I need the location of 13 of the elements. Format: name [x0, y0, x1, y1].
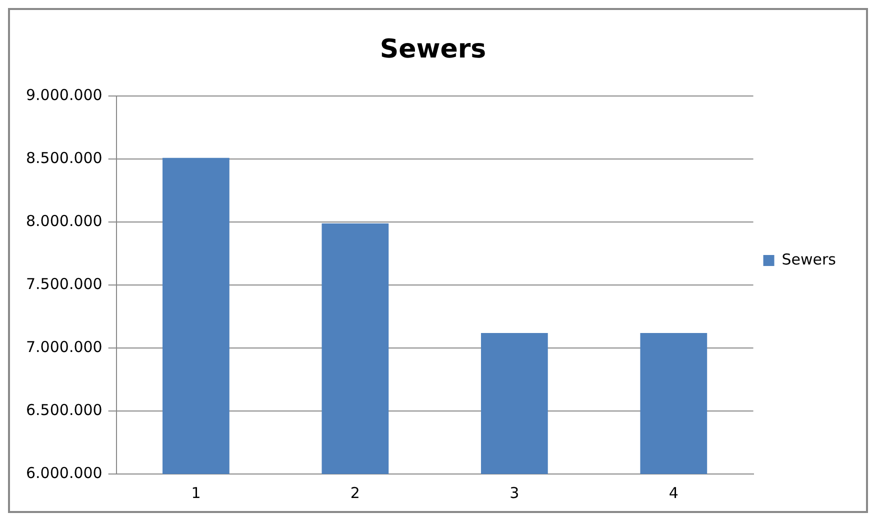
y-tick-label: 7.500.000: [26, 274, 102, 293]
y-tick-label: 8.000.000: [26, 212, 102, 230]
y-tick-label: 9.000.000: [26, 86, 102, 104]
x-tick-label: 2: [350, 484, 360, 502]
x-tick-label: 4: [668, 484, 678, 502]
legend-label: Sewers: [782, 250, 836, 268]
y-tick-label: 7.000.000: [26, 338, 102, 356]
y-tick-label: 6.500.000: [26, 400, 102, 419]
y-tick-label: 6.000.000: [26, 464, 102, 482]
x-tick-label: 1: [191, 484, 201, 502]
y-tick-label: 8.500.000: [26, 149, 102, 168]
x-tick-label: 3: [510, 484, 520, 502]
chart-title: Sewers: [380, 34, 486, 64]
